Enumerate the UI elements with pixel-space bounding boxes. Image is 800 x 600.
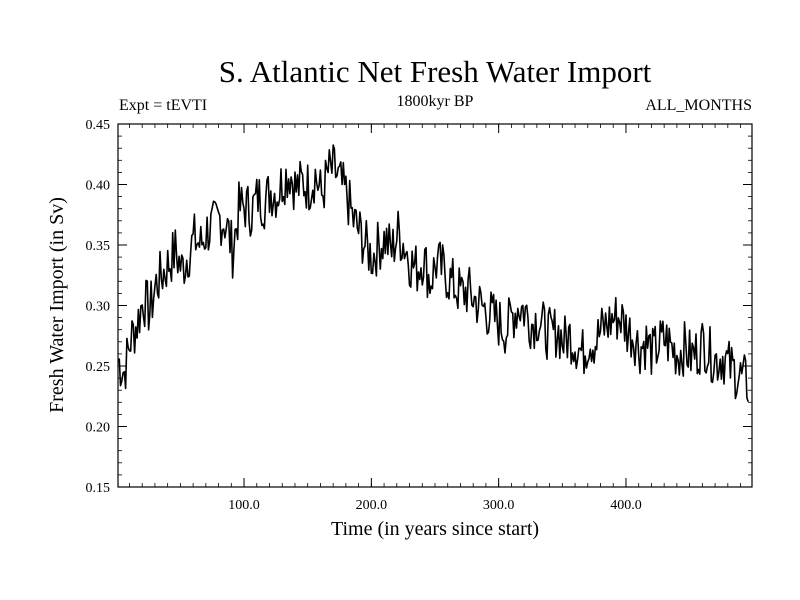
chart-title: S. Atlantic Net Fresh Water Import [219,54,652,89]
y-tick-label: 0.45 [86,118,111,133]
series-line [117,144,749,403]
y-tick-label: 0.40 [86,179,111,194]
subtitle-right: ALL_MONTHS [645,97,752,114]
y-tick-label: 0.30 [86,300,111,315]
x-tick-label: 100.0 [228,498,260,513]
x-tick-label: 300.0 [483,498,515,513]
x-tick-label: 200.0 [356,498,388,513]
y-axis-label: Fresh Water Import (in Sv) [46,197,68,413]
x-axis-label: Time (in years since start) [331,518,539,540]
y-tick-label: 0.15 [86,481,111,496]
subtitle-center: 1800kyr BP [397,93,474,110]
plot-area: 0.15 0.20 0.25 0.30 0.35 0.40 0.45 100.0 200.0 30… [86,118,752,513]
y-tick-label: 0.35 [86,239,111,254]
plot-frame [117,123,753,488]
y-tick-label: 0.20 [86,421,111,436]
y-tick-label: 0.25 [86,360,111,375]
subtitle-left: Expt = tEVTI [119,97,207,114]
x-tick-label: 400.0 [610,498,642,513]
